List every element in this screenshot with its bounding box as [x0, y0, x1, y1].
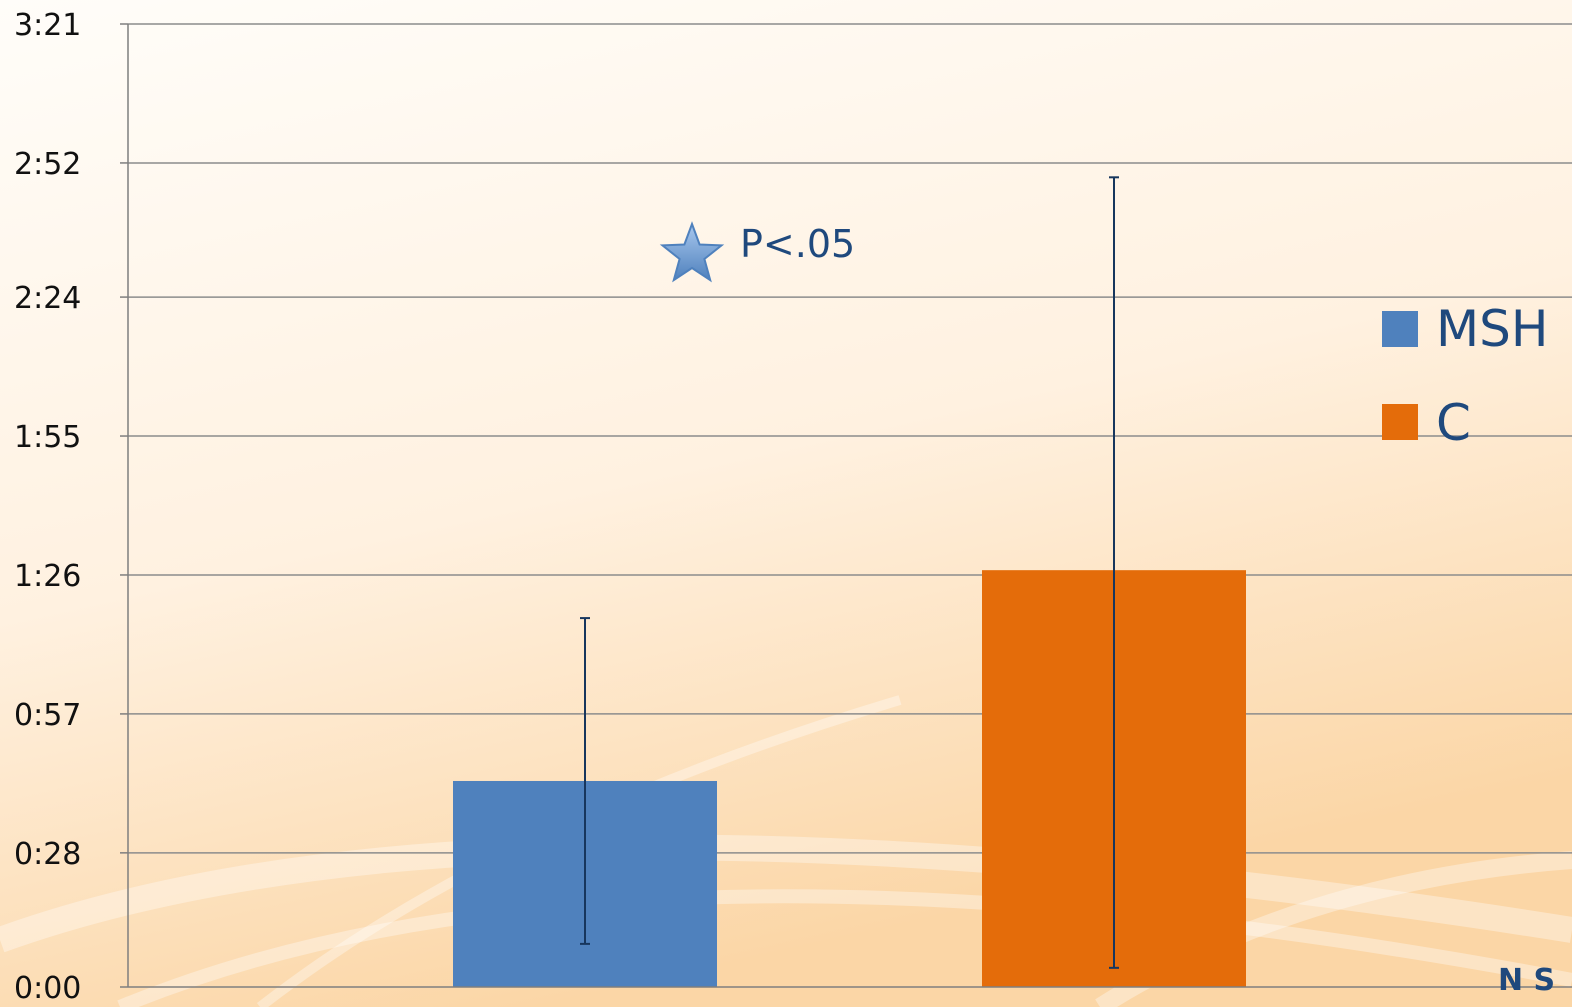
star-icon [659, 221, 725, 283]
y-tick-label: 1:55 [14, 420, 81, 455]
legend-label-msh: MSH [1436, 300, 1548, 358]
y-tick-label: 2:52 [14, 147, 81, 182]
y-tick-label: 1:26 [14, 559, 81, 594]
y-tick-label: 0:28 [14, 837, 81, 872]
legend: MSH C [1382, 300, 1548, 452]
y-axis-tick-labels: 0:00 0:28 0:57 1:26 1:55 2:24 2:52 3:21 [14, 8, 81, 1006]
y-tick-label: 0:00 [14, 971, 81, 1006]
significance-annotation: P<.05 [659, 221, 855, 283]
gridlines [120, 23, 1572, 988]
legend-label-c: C [1436, 394, 1471, 452]
axes [127, 24, 1572, 988]
error-bars [580, 176, 1119, 969]
annotation-text: P<.05 [740, 222, 855, 266]
legend-swatch-c [1382, 404, 1418, 440]
y-tick-label: 2:24 [14, 281, 81, 316]
y-tick-label: 3:21 [14, 8, 81, 43]
legend-swatch-msh [1382, 311, 1418, 347]
corner-logo: N S [1498, 963, 1555, 998]
y-tick-label: 0:57 [14, 698, 81, 733]
